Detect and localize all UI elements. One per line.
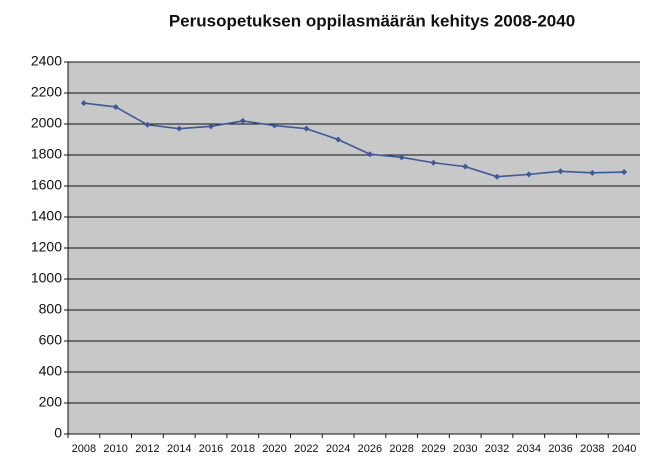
- data-line: [83, 102, 625, 178]
- y-tick-label: 1000: [31, 270, 62, 286]
- data-point: [239, 117, 246, 124]
- data-point: [398, 154, 405, 161]
- x-tick-label: 2016: [199, 443, 223, 455]
- data-point: [303, 125, 310, 132]
- x-tick-label: 2029: [421, 443, 445, 455]
- x-tick-label: 2038: [580, 443, 604, 455]
- y-tick-label: 2400: [31, 53, 62, 69]
- x-tick-label: 2014: [167, 443, 191, 455]
- x-tick-label: 2040: [612, 443, 636, 455]
- x-tick-label: 2020: [262, 443, 286, 455]
- y-tick-label: 1200: [31, 239, 62, 255]
- y-tick-label: 400: [39, 363, 63, 379]
- x-tick-label: 2036: [548, 443, 572, 455]
- data-point: [589, 169, 596, 176]
- data-point: [112, 103, 119, 110]
- data-point: [494, 173, 500, 180]
- data-point: [80, 100, 87, 107]
- x-tick-label: 2018: [231, 443, 255, 455]
- x-tick-label: 2032: [485, 443, 509, 455]
- data-point: [557, 168, 564, 175]
- data-point: [335, 136, 342, 143]
- y-tick-label: 0: [54, 425, 62, 441]
- x-tick-label: 2022: [294, 443, 318, 455]
- y-tick-label: 600: [39, 332, 63, 348]
- x-tick-label: 2030: [453, 443, 477, 455]
- data-point: [271, 122, 278, 129]
- data-point: [144, 121, 151, 128]
- y-tick-label: 1800: [31, 146, 62, 162]
- x-tick-label: 2034: [517, 443, 541, 455]
- data-point: [621, 169, 628, 176]
- x-tick-label: 2024: [326, 443, 350, 455]
- y-tick-label: 200: [39, 394, 63, 410]
- y-tick-label: 2000: [31, 115, 62, 131]
- data-point: [208, 123, 214, 130]
- y-tick-label: 1400: [31, 208, 62, 224]
- x-tick-label: 2026: [358, 443, 382, 455]
- data-point: [525, 171, 532, 178]
- x-tick-label: 2012: [135, 443, 159, 455]
- y-tick-label: 800: [39, 301, 63, 317]
- data-point: [462, 163, 469, 170]
- data-point: [366, 151, 373, 158]
- x-tick-label: 2008: [72, 443, 96, 455]
- chart-title: Perusopetuksen oppilasmäärän kehitys 200…: [169, 11, 575, 30]
- x-tick-label: 2010: [103, 443, 127, 455]
- data-point: [430, 159, 437, 166]
- y-tick-label: 1600: [31, 177, 62, 193]
- y-tick-label: 2200: [31, 84, 62, 100]
- data-point: [176, 125, 183, 132]
- x-tick-label: 2028: [389, 443, 413, 455]
